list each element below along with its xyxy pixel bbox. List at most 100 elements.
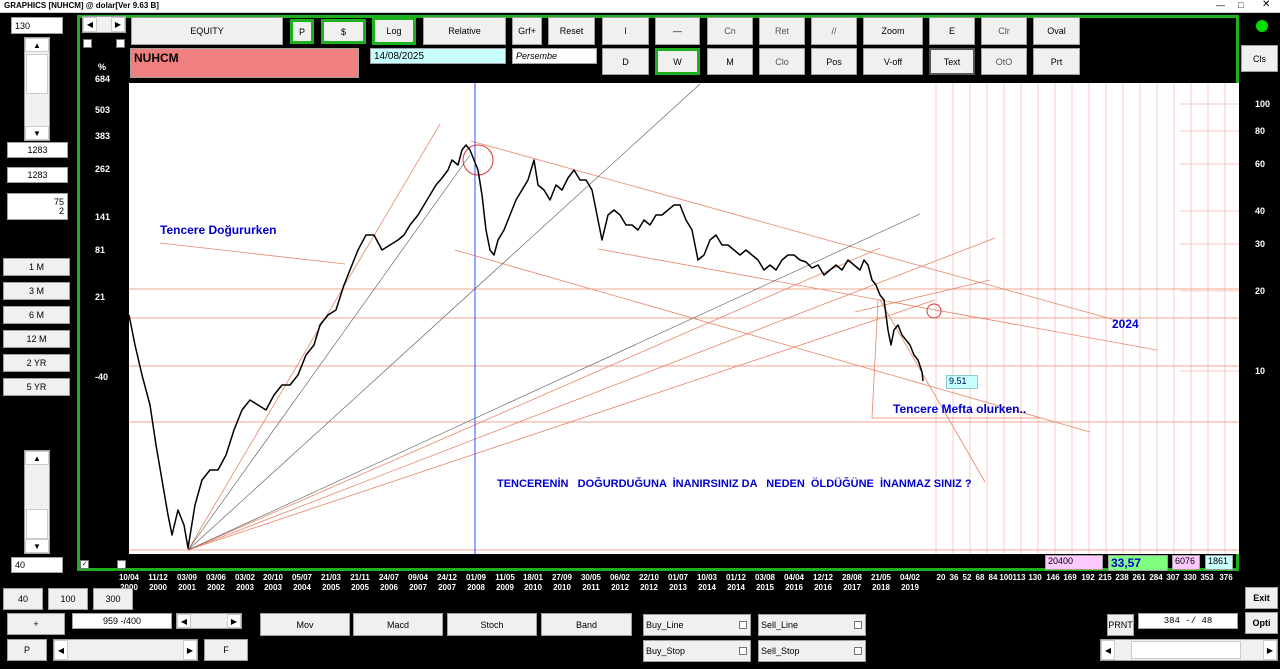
cls-button[interactable]: Cls xyxy=(1241,45,1278,72)
stoch-button[interactable]: Stoch xyxy=(447,613,537,636)
macd-button[interactable]: Macd xyxy=(353,613,443,636)
checkbox-left-1[interactable] xyxy=(83,39,92,48)
relative-button[interactable]: Relative xyxy=(423,17,506,45)
period-12m-button[interactable]: 12 M xyxy=(3,330,70,348)
x-axis-number: 146 xyxy=(1046,573,1060,582)
scroll-right-icon[interactable]: ▶ xyxy=(111,17,125,32)
sell-stop-toggle[interactable]: Sell_Stop xyxy=(758,640,866,662)
scroll-left-icon[interactable]: ◀ xyxy=(177,614,191,628)
oval-button[interactable]: Oval xyxy=(1033,17,1080,45)
zoom-button[interactable]: Zoom xyxy=(863,17,923,45)
sell-line-checkbox[interactable] xyxy=(854,621,862,629)
value-field-2[interactable]: 1283 xyxy=(7,167,68,183)
e-button[interactable]: E xyxy=(929,17,975,45)
checkbox-bottom-2[interactable] xyxy=(117,560,126,569)
value-field-3[interactable]: 75 2 xyxy=(7,193,68,220)
cn-button[interactable]: Cn xyxy=(707,17,753,45)
dollar-button[interactable]: $ xyxy=(321,19,366,44)
period-6m-button[interactable]: 6 M xyxy=(3,306,70,324)
scroll-left-icon[interactable]: ◀ xyxy=(54,640,68,660)
info-box-1: 20400 xyxy=(1045,555,1103,570)
opti-button[interactable]: Opti xyxy=(1245,612,1278,634)
f-button[interactable]: F xyxy=(204,639,248,661)
v-off-button[interactable]: V-off xyxy=(863,48,923,75)
reset-button[interactable]: Reset xyxy=(548,17,595,45)
zoom-100-button[interactable]: 100 xyxy=(48,588,88,610)
symbol-scrollbar[interactable]: ◀ ▶ xyxy=(82,16,126,33)
scroll-up-icon[interactable]: ▲ xyxy=(25,451,49,465)
p-button[interactable]: P xyxy=(290,19,314,44)
close-icon[interactable]: ✕ xyxy=(1262,0,1271,10)
buy-line-checkbox[interactable] xyxy=(739,621,747,629)
zoom-40-button[interactable]: 40 xyxy=(3,588,43,610)
left-tick: 684 xyxy=(95,74,111,84)
mov-button[interactable]: Mov xyxy=(260,613,350,636)
parallel-button[interactable]: // xyxy=(811,17,857,45)
left-bottom-scrollbar[interactable]: ▲ ▼ xyxy=(24,450,50,554)
scroll-thumb[interactable] xyxy=(1131,641,1241,659)
annotation-center-text: TENCERENİN DOĞURDUĞUNA İNANIRSINIZ DA NE… xyxy=(497,478,972,490)
vertical-line-button[interactable]: l xyxy=(602,17,649,45)
range-scrollbar[interactable]: ◀ ▶ xyxy=(176,613,242,629)
range-field[interactable]: 959 -/400 xyxy=(72,613,172,629)
band-button[interactable]: Band xyxy=(541,613,632,636)
period-1m-button[interactable]: 1 M xyxy=(3,258,70,276)
checkbox-left-2[interactable] xyxy=(116,39,125,48)
scroll-right-icon[interactable]: ▶ xyxy=(183,640,197,660)
m-button[interactable]: M xyxy=(707,48,753,75)
zoom-300-button[interactable]: 300 xyxy=(93,588,133,610)
checkbox-bottom-1[interactable]: ✓ xyxy=(80,560,89,569)
price-chart[interactable] xyxy=(129,83,1239,554)
pos-button[interactable]: Pos xyxy=(811,48,857,75)
count-field[interactable]: 384 -/ 48 xyxy=(1138,613,1238,629)
maximize-icon[interactable]: □ xyxy=(1238,0,1244,10)
equity-button[interactable]: EQUITY xyxy=(131,17,283,45)
text-button[interactable]: Text xyxy=(929,48,975,75)
period-5yr-button[interactable]: 5 YR xyxy=(3,378,70,396)
oto-button[interactable]: OtO xyxy=(981,48,1027,75)
right-tick: 20 xyxy=(1255,286,1266,296)
plus-button[interactable]: + xyxy=(7,613,65,635)
clr-button[interactable]: Clr xyxy=(981,17,1027,45)
sell-line-toggle[interactable]: Sell_Line xyxy=(758,614,866,636)
scroll-down-icon[interactable]: ▼ xyxy=(25,126,49,140)
right-tick: 80 xyxy=(1255,126,1266,136)
log-button[interactable]: Log xyxy=(372,17,416,45)
horizontal-line-button[interactable]: — xyxy=(655,17,700,45)
left-top-scrollbar[interactable]: ▲ ▼ xyxy=(24,37,50,141)
value-field-3-line2: 2 xyxy=(58,205,64,216)
scroll-right-icon[interactable]: ▶ xyxy=(1263,640,1277,660)
scroll-left-icon[interactable]: ◀ xyxy=(83,17,97,32)
x-axis-number: 192 xyxy=(1081,573,1095,582)
scroll-up-icon[interactable]: ▲ xyxy=(25,38,49,52)
w-button[interactable]: W xyxy=(655,48,700,75)
buy-line-toggle[interactable]: Buy_Line xyxy=(643,614,751,636)
scroll-down-icon[interactable]: ▼ xyxy=(25,539,49,553)
clo-button[interactable]: Clo xyxy=(759,48,805,75)
prnt-button[interactable]: PRNT xyxy=(1107,614,1134,636)
scroll-left-icon[interactable]: ◀ xyxy=(1101,640,1115,660)
scroll-right-icon[interactable]: ▶ xyxy=(227,614,241,628)
sell-stop-checkbox[interactable] xyxy=(854,647,862,655)
exit-button[interactable]: Exit xyxy=(1245,587,1278,609)
top-value-field[interactable]: 130 xyxy=(11,17,63,34)
buy-stop-toggle[interactable]: Buy_Stop xyxy=(643,640,751,662)
bottom-value-field[interactable]: 40 xyxy=(11,557,63,573)
d-button[interactable]: D xyxy=(602,48,649,75)
day-field[interactable]: Persembe xyxy=(512,48,597,64)
period-3m-button[interactable]: 3 M xyxy=(3,282,70,300)
position-scrollbar[interactable]: ◀ ▶ xyxy=(53,639,198,661)
prt-button[interactable]: Prt xyxy=(1033,48,1080,75)
value-field-1[interactable]: 1283 xyxy=(7,142,68,158)
scroll-thumb[interactable] xyxy=(26,54,48,94)
p-bottom-button[interactable]: P xyxy=(7,639,47,661)
date-field[interactable]: 14/08/2025 xyxy=(370,48,506,64)
ret-button[interactable]: Ret xyxy=(759,17,805,45)
buy-stop-checkbox[interactable] xyxy=(739,647,747,655)
x-axis-number: 238 xyxy=(1115,573,1129,582)
scroll-thumb[interactable] xyxy=(26,509,48,539)
bottom-right-scrollbar[interactable]: ◀ ▶ xyxy=(1100,639,1278,661)
period-2yr-button[interactable]: 2 YR xyxy=(3,354,70,372)
grf-plus-button[interactable]: Grf+ xyxy=(512,17,542,45)
minimize-icon[interactable]: — xyxy=(1216,0,1225,10)
